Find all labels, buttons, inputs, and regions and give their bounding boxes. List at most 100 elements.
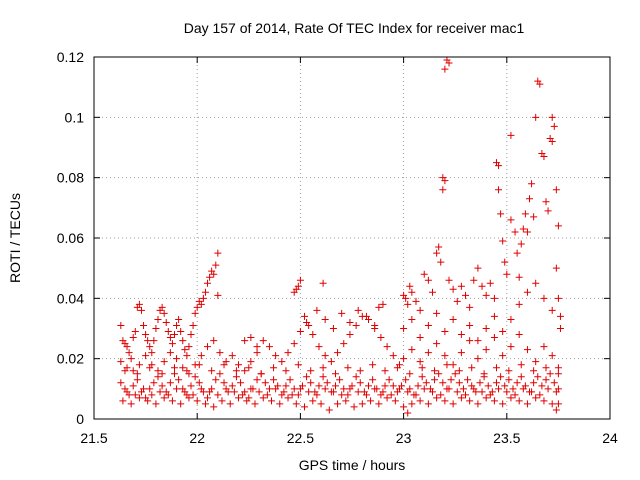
data-point [288,391,296,399]
data-point [313,306,321,314]
data-point [554,294,562,302]
data-point [173,321,181,329]
data-point [280,388,288,396]
data-point [152,400,160,408]
data-point [435,370,443,378]
data-point [270,376,278,384]
x-tick-label: 22.5 [287,430,314,446]
data-point [476,379,484,387]
data-point [468,364,476,372]
data-point [187,382,195,390]
data-point [183,367,191,375]
data-point [154,315,162,323]
data-point [247,334,255,342]
data-point [245,364,253,372]
data-point [495,162,503,170]
data-point [129,367,137,375]
data-point [412,391,420,399]
data-point [536,80,544,88]
data-point [290,340,298,348]
data-point [323,379,331,387]
y-tick-labels: 0 0.02 0.04 0.06 0.08 0.1 0.12 [57,49,84,427]
data-point [173,355,181,363]
data-point [540,343,548,351]
data-point [125,349,133,357]
data-point [230,388,238,396]
data-point [482,325,490,332]
data-point [428,388,436,396]
data-point [408,288,416,296]
data-point [166,379,174,387]
data-point [449,400,457,408]
axis-ticks [93,56,611,420]
data-point [466,337,474,345]
data-point [457,331,465,339]
data-point [550,122,558,130]
data-point [497,210,505,218]
data-point [556,312,564,320]
data-point [544,207,552,215]
y-tick-label: 0.12 [57,49,84,65]
data-point [387,391,395,399]
data-point [129,334,137,342]
data-point [232,373,240,381]
data-point [515,273,523,281]
data-point [550,379,558,387]
data-point [148,391,156,399]
data-point [253,343,261,351]
data-point [150,379,158,387]
data-point [168,397,176,405]
data-point [329,325,337,332]
y-tick-label: 0.1 [65,109,85,125]
x-tick-labels: 21.5 22 22.5 23 23.5 24 [80,430,618,446]
data-point [354,306,362,314]
data-point [482,394,490,402]
data-point [433,394,441,402]
data-point [315,382,323,390]
data-point [400,355,408,363]
data-point [197,385,205,393]
data-point [144,397,152,405]
data-point [160,309,168,317]
data-point [181,346,189,354]
data-point [462,291,470,299]
data-point [369,376,377,384]
data-point [340,340,348,348]
data-point [234,394,242,402]
data-point [259,394,267,402]
data-point [453,388,461,396]
data-point [216,370,224,378]
data-point [507,343,515,351]
data-point [532,394,540,402]
data-point [253,376,261,384]
data-point [307,379,315,387]
data-point [127,355,135,363]
data-point [278,358,286,366]
data-point [214,249,222,257]
data-point [243,397,251,405]
data-point [344,391,352,399]
data-point [466,321,474,329]
data-point [449,361,457,369]
data-point [542,364,550,372]
data-point [404,300,412,308]
data-point [474,264,482,272]
data-point [228,352,236,360]
data-point [431,367,439,375]
data-point [536,391,544,399]
data-point [540,294,548,302]
data-point [154,373,162,381]
data-point [385,376,393,384]
data-point [121,367,129,375]
data-point [523,288,531,296]
data-point [338,309,346,317]
data-point [554,222,562,230]
x-tick-label: 22 [189,430,205,446]
data-point [505,376,513,384]
data-point [517,373,525,381]
data-point [554,370,562,378]
data-point [437,258,445,266]
data-point [210,270,218,278]
data-point [548,113,556,121]
data-point [187,331,195,339]
